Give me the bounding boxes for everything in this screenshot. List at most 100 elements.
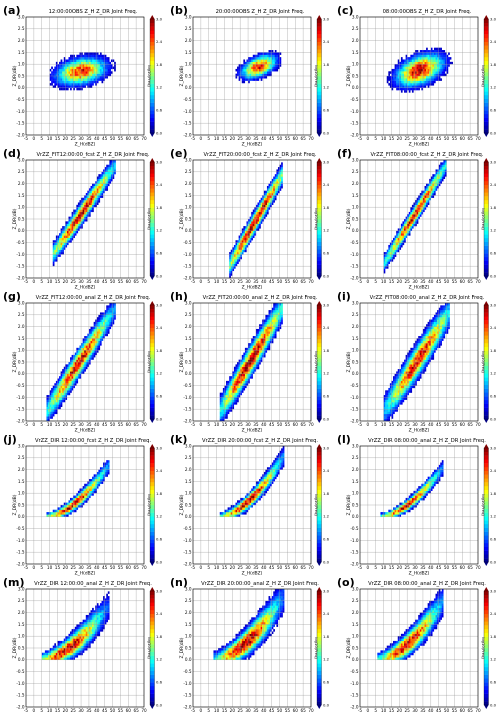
heatmap-cell — [81, 216, 83, 220]
heatmap-cell — [416, 76, 419, 79]
heatmap-cell — [266, 71, 269, 74]
heatmap-cell — [90, 78, 93, 81]
heatmap-cell — [224, 406, 227, 410]
colorbar-step — [317, 245, 322, 250]
heatmap-cell — [252, 336, 255, 339]
heatmap-cell — [73, 61, 75, 65]
heatmap-cell — [73, 211, 75, 215]
heatmap-cell — [68, 392, 71, 396]
heatmap-cell — [270, 59, 272, 62]
heatmap-cell — [237, 366, 239, 370]
colorbar-tick-label: 3.0 — [490, 16, 497, 21]
heatmap-cell — [81, 61, 83, 65]
heatmap-cell — [63, 387, 66, 391]
heatmap-cell — [240, 369, 242, 372]
heatmap-cell — [260, 345, 263, 348]
heatmap-cell — [237, 380, 239, 384]
heatmap-cell — [274, 336, 277, 339]
heatmap-cell — [410, 383, 413, 386]
heatmap-cell — [62, 244, 64, 248]
heatmap-cell — [87, 195, 90, 198]
heatmap-cell — [74, 221, 77, 224]
heatmap-cell — [407, 359, 409, 363]
heatmap-cell — [265, 195, 268, 198]
heatmap-cell — [427, 193, 430, 196]
heatmap-cell — [430, 193, 433, 196]
heatmap-cell — [68, 76, 71, 79]
heatmap-cell — [281, 310, 283, 313]
heatmap-cell — [422, 347, 425, 351]
heatmap-cell — [110, 169, 113, 172]
heatmap-cell — [63, 392, 66, 396]
heatmap-cell — [232, 397, 235, 400]
heatmap-cell — [106, 59, 108, 62]
heatmap-cell — [98, 331, 101, 334]
heatmap-cell — [255, 54, 258, 58]
heatmap-cell — [81, 345, 83, 348]
heatmap-cell — [413, 209, 416, 213]
heatmap-cell — [422, 371, 425, 374]
heatmap-cell — [389, 402, 392, 405]
heatmap-cell — [243, 352, 246, 356]
heatmap-cell — [411, 221, 414, 224]
heatmap-cell — [427, 359, 430, 363]
heatmap-cell — [109, 164, 112, 168]
heatmap-cell — [416, 362, 419, 365]
heatmap-cell — [402, 376, 405, 379]
heatmap-cell — [421, 57, 424, 60]
heatmap-cell — [424, 364, 427, 367]
heatmap-cell — [418, 364, 420, 367]
heatmap-cell — [413, 354, 416, 358]
heatmap-cell — [227, 402, 230, 405]
heatmap-cell — [262, 216, 264, 220]
colorbar-min-arrow — [484, 276, 489, 280]
heatmap-cell — [255, 350, 258, 353]
heatmap-cell — [424, 195, 427, 198]
heatmap-cell — [394, 254, 397, 257]
heatmap-cell — [81, 223, 83, 227]
heatmap-cell — [62, 376, 64, 379]
heatmap-cell — [418, 197, 420, 201]
x-tick-label: 0 — [33, 422, 36, 427]
heatmap-cell — [277, 321, 280, 325]
heatmap-cell — [427, 336, 430, 339]
heatmap-cell — [240, 76, 242, 79]
colorbar-step — [484, 203, 489, 208]
heatmap-cell — [266, 57, 269, 60]
heatmap-cell — [233, 266, 236, 269]
heatmap-cell — [274, 57, 277, 60]
colorbar-step — [150, 335, 155, 340]
x-tick-label: 0 — [367, 136, 370, 141]
heatmap-cell — [413, 221, 416, 224]
heatmap-cell — [248, 366, 250, 370]
heatmap-cell — [70, 219, 72, 222]
panel-label: (a) — [3, 4, 20, 17]
heatmap-cell — [393, 76, 395, 79]
heatmap-cell — [104, 167, 107, 170]
heatmap-cell — [66, 85, 69, 88]
heatmap-cell — [400, 390, 403, 393]
heatmap-cell — [103, 57, 105, 60]
heatmap-cell — [229, 404, 231, 407]
colorbar-step — [317, 241, 322, 246]
heatmap-cell — [71, 226, 74, 229]
heatmap-cell — [227, 399, 230, 403]
heatmap-cell — [410, 380, 413, 384]
heatmap-cell — [266, 204, 269, 208]
heatmap-cell — [243, 385, 246, 389]
heatmap-cell — [257, 73, 260, 77]
heatmap-cell — [408, 371, 411, 374]
heatmap-cell — [259, 357, 261, 360]
heatmap-cell — [241, 390, 244, 393]
heatmap-cell — [59, 244, 61, 248]
colorbar-step — [317, 177, 322, 182]
heatmap-cell — [74, 376, 77, 379]
heatmap-cell — [84, 61, 86, 65]
heatmap-cell — [421, 50, 424, 53]
heatmap-cell — [266, 54, 269, 58]
heatmap-cell — [385, 409, 387, 412]
heatmap-cell — [232, 376, 235, 379]
heatmap-cell — [93, 345, 96, 348]
heatmap-cell — [88, 52, 91, 55]
colorbar-step — [150, 41, 155, 46]
